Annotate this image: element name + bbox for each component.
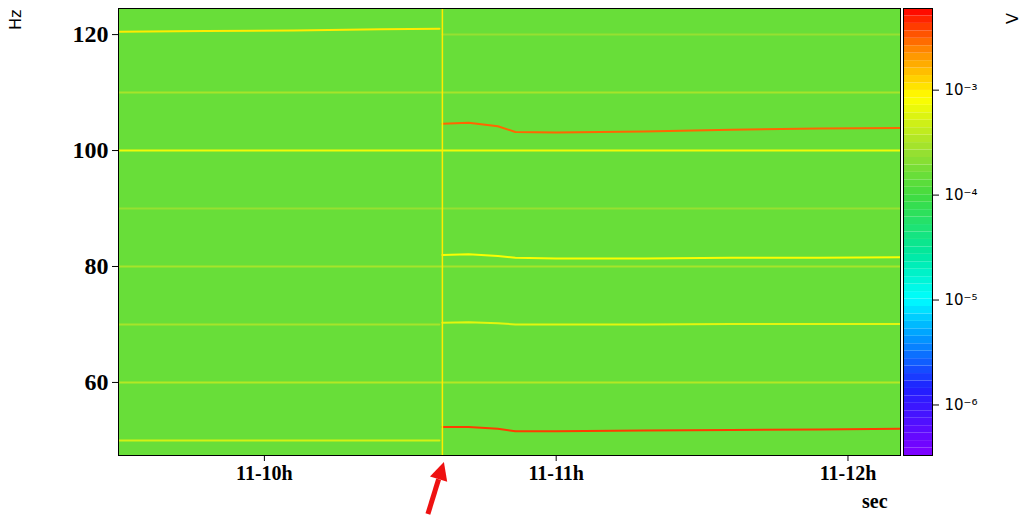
svg-text:11-10h: 11-10h — [236, 462, 293, 484]
html-text:V: V — [1003, 13, 1022, 24]
svg-text:80: 80 — [85, 253, 109, 279]
svg-text:120: 120 — [73, 21, 109, 47]
svg-text:60: 60 — [85, 369, 109, 395]
svg-text:10⁻⁵: 10⁻⁵ — [945, 291, 978, 309]
svg-text:10⁻⁴: 10⁻⁴ — [945, 186, 978, 204]
svg-text:11-11h: 11-11h — [528, 462, 584, 484]
html-text:Hz: Hz — [6, 9, 25, 30]
html-text:sec: sec — [862, 490, 888, 512]
svg-text:10⁻⁶: 10⁻⁶ — [945, 396, 978, 414]
svg-text:11-12h: 11-12h — [820, 462, 877, 484]
svg-text:10⁻³: 10⁻³ — [945, 81, 978, 99]
svg-text:100: 100 — [73, 137, 109, 163]
